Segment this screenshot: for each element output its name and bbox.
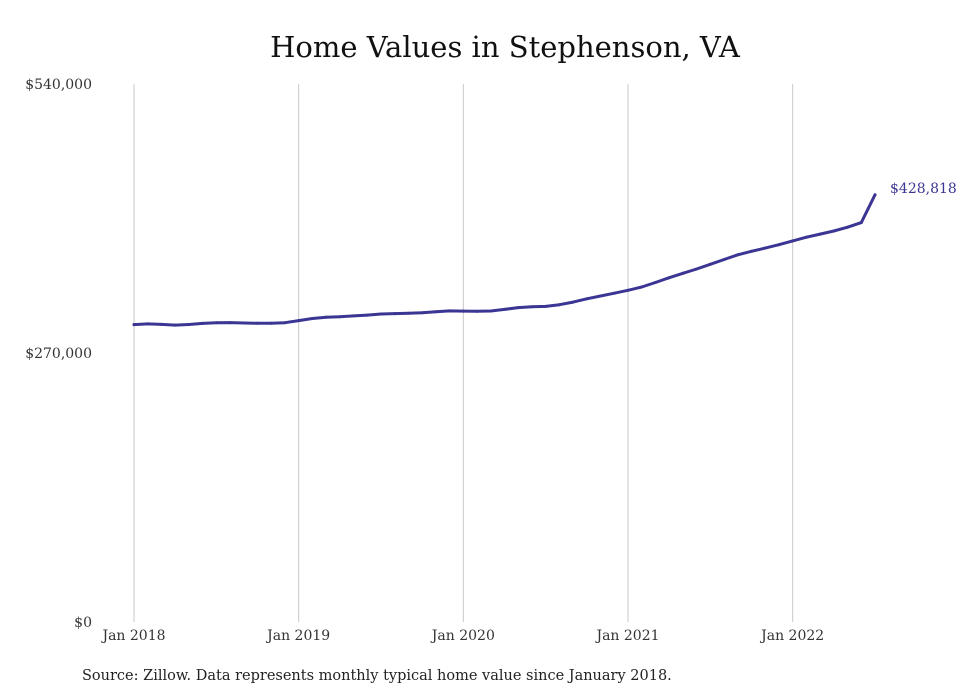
x-tick-label: Jan 2021: [594, 628, 659, 644]
data-point: [352, 314, 356, 318]
data-point: [420, 311, 424, 315]
data-point: [557, 303, 561, 307]
data-point: [146, 322, 150, 326]
data-point: [448, 309, 452, 313]
data-point: [804, 235, 808, 239]
data-point: [434, 310, 438, 314]
data-point: [653, 281, 657, 284]
y-tick-label: $0: [74, 615, 92, 631]
data-point: [379, 312, 383, 316]
data-point: [736, 253, 740, 257]
data-point: [873, 193, 877, 197]
data-point: [338, 315, 342, 319]
data-point: [324, 315, 328, 319]
data-point: [722, 258, 726, 261]
data-point: [489, 309, 493, 313]
data-point: [544, 304, 548, 308]
data-point: [365, 313, 369, 317]
data-point: [242, 321, 246, 325]
data-point: [187, 323, 191, 326]
data-point: [461, 309, 465, 313]
data-point: [516, 306, 520, 310]
data-point: [681, 271, 685, 275]
x-tick-label: Jan 2019: [265, 628, 330, 644]
series-line: [132, 193, 877, 327]
data-point: [667, 276, 671, 280]
data-point: [832, 229, 836, 233]
end-value-label: $428,818: [890, 181, 957, 197]
data-point: [777, 243, 781, 247]
x-tick-label: Jan 2022: [759, 628, 824, 644]
gridlines: [133, 84, 794, 622]
data-point: [530, 305, 534, 309]
data-point: [695, 267, 699, 271]
x-tick-label: Jan 2018: [100, 628, 165, 644]
data-point: [585, 297, 589, 301]
data-point: [228, 321, 232, 325]
data-point: [406, 311, 410, 315]
x-tick-label: Jan 2020: [430, 628, 495, 644]
y-tick-label: $270,000: [25, 346, 92, 362]
data-point: [214, 321, 218, 325]
data-point: [640, 285, 644, 289]
data-point: [791, 239, 795, 243]
data-point: [846, 225, 850, 229]
data-point: [763, 246, 767, 250]
data-point: [393, 312, 397, 316]
source-note: Source: Zillow. Data represents monthly …: [82, 668, 672, 684]
data-point: [859, 221, 863, 225]
data-point: [750, 249, 753, 253]
data-point: [310, 317, 314, 320]
series-layer: [132, 193, 877, 327]
chart-title: Home Values in Stephenson, VA: [270, 30, 740, 64]
data-point: [475, 309, 479, 313]
y-axis: $0 $270,000 $540,000: [25, 77, 92, 631]
data-point: [612, 291, 616, 295]
end-label-layer: $428,818: [890, 181, 957, 197]
data-point: [571, 300, 575, 304]
data-point: [159, 322, 163, 326]
data-point: [599, 294, 603, 298]
data-point: [297, 319, 301, 323]
data-point: [201, 321, 205, 325]
data-point: [132, 323, 136, 327]
data-point: [503, 307, 506, 311]
data-point: [256, 321, 259, 325]
x-axis: Jan 2018 Jan 2019 Jan 2020 Jan 2021 Jan 2022: [100, 628, 824, 644]
y-tick-label: $540,000: [25, 77, 92, 93]
data-point: [626, 288, 630, 292]
data-point: [708, 262, 712, 266]
data-point: [818, 232, 822, 236]
data-point: [173, 323, 177, 327]
data-point: [269, 321, 273, 325]
data-point: [283, 321, 287, 325]
